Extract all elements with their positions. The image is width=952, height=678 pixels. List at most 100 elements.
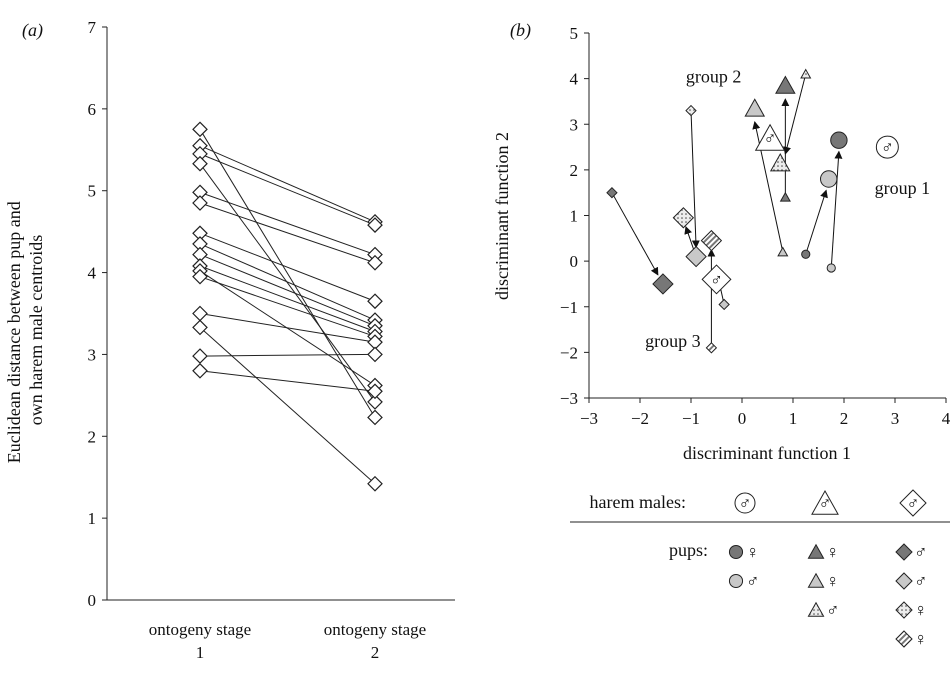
panel-b-y-axis-label: discriminant function 2 — [492, 132, 512, 300]
panel-a-pup-line — [199, 313, 376, 343]
panel-b-harem-male-diamond-centroid: ♂ — [701, 264, 732, 295]
panel-a-stage-2-marker — [367, 383, 383, 400]
panel-b-x-tick-label: 0 — [738, 409, 747, 428]
panel-a-x-labels: ontogeny stage 1 ontogeny stage 2 — [149, 620, 426, 662]
panel-a-stage-2-marker — [367, 346, 383, 363]
legend-pup-circle-light — [728, 573, 744, 589]
panel-b-harem-male-diamond-centroid-male-symbol: ♂ — [710, 270, 723, 289]
panel-b-pup-diamond-striped — [705, 342, 718, 354]
panel-a-y-axis-label-line-1: Euclidean distance between pup and — [4, 201, 24, 463]
panel-b-centroids: ♂ ♂ ♂ — [701, 123, 899, 295]
legend-pup-sex-symbol: ♂ — [746, 571, 760, 591]
panel-b-ticks: −3 −2 −1 0 1 2 3 4 −3 −2 −1 0 1 2 3 4 5 — [560, 24, 951, 428]
panel-a-y-tick-label: 5 — [88, 182, 97, 201]
legend-harem-male-circle: ♂ — [734, 492, 756, 514]
panel-a-y-tick-label: 0 — [88, 591, 97, 610]
panel-b-harem-male-triangle-centroid: ♂ — [754, 123, 786, 151]
panel-a-y-tick-label: 3 — [88, 345, 97, 364]
legend-pup-sex-symbol: ♀ — [914, 629, 928, 649]
panel-b-pup-circle-dark — [801, 249, 811, 259]
panel-b-pup-diamond-light — [685, 245, 707, 268]
legend-pup-sex-symbol: ♂ — [914, 542, 928, 562]
panel-a-y-tick-label: 4 — [88, 264, 97, 283]
panel-a-label: (a) — [22, 20, 43, 41]
panel-a-pup-line — [199, 276, 376, 337]
legend-pup-sex-symbol: ♂ — [826, 600, 840, 620]
panel-b-pup-diamond-striped — [700, 229, 723, 252]
panel-a-y-tick-label: 7 — [88, 18, 97, 37]
panel-b-pup-triangle-light — [744, 98, 766, 117]
panel-b-y-tick-label: −3 — [560, 389, 578, 408]
panel-b-x-tick-label: 1 — [789, 409, 798, 428]
panel-b-harem-male-circle-centroid-outline — [875, 135, 899, 159]
legend-pup-sex-symbol: ♀ — [914, 600, 928, 620]
panel-b-x-tick-label: 3 — [891, 409, 900, 428]
panel-b-group-annotation: group 3 — [645, 331, 701, 351]
panel-b-harem-male-diamond-centroid-outline — [701, 264, 732, 295]
panel-b-x-tick-label: −2 — [631, 409, 649, 428]
panel-b-y-tick-label: 0 — [570, 252, 579, 271]
legend-harem-male-circle-outline — [734, 492, 756, 514]
panel-b-pup-diamond-light — [718, 298, 730, 311]
legend-pups-label: pups: — [669, 540, 708, 560]
panel-a-x-label-line-2: 2 — [371, 643, 380, 662]
panel-b-group-annotation: group 1 — [875, 178, 931, 198]
panel-a-pup-line — [199, 163, 376, 403]
panel-a-stage-2-marker — [367, 475, 383, 492]
panel-b-pup-triangle-light — [777, 246, 789, 257]
panel-b-x-axis-label: discriminant function 1 — [683, 443, 851, 463]
legend-pup-triangle-light — [807, 572, 825, 588]
panel-b-harem-male-circle-centroid-male-symbol: ♂ — [881, 138, 894, 157]
panel-a-pup-line — [199, 254, 376, 327]
panel-b-arrow — [830, 150, 843, 269]
panel-a-pup-line — [199, 153, 376, 226]
panel-b-y-tick-label: −1 — [560, 298, 578, 317]
panel-b-pup-triangle-dark — [775, 75, 796, 94]
panel-b-annotations: group 1 group 2 group 3 — [645, 66, 930, 351]
panel-a-stage-1-marker — [192, 268, 208, 285]
legend-harem-male-triangle: ♂ — [811, 489, 839, 515]
panel-a-y-tick-label: 6 — [88, 100, 97, 119]
legend-harem-male-triangle-male-symbol: ♂ — [819, 494, 832, 513]
panel-b-x-tick-label: 4 — [942, 409, 951, 428]
panel-a-y-axis-label: Euclidean distance between pup and own h… — [4, 197, 46, 463]
panel-a-plot: 0 1 2 3 4 5 6 7 ontogeny stage 1 ontogeny stage 2 — [88, 18, 455, 662]
panel-b-y-tick-label: 3 — [570, 115, 579, 134]
panel-a-stage-1-marker — [192, 348, 208, 364]
legend-pup-triangle-dark — [807, 543, 825, 559]
panel-a-stage-1-marker — [192, 155, 208, 172]
legend-pup-diamond-dark — [895, 543, 913, 561]
panel-a-pup-line — [199, 202, 376, 264]
panel-b-y-tick-label: 4 — [570, 70, 579, 89]
panel-b-arrow — [690, 110, 700, 249]
legend-pup-diamond-striped — [895, 630, 913, 648]
panel-a-x-label-line-1: ontogeny stage — [324, 620, 426, 639]
panel-b-points — [606, 68, 848, 354]
panel-a-stage-1-marker — [192, 305, 208, 322]
panel-a-stage-1-marker — [192, 195, 208, 211]
panel-a-pup-line — [199, 265, 376, 332]
panel-b-pup-triangle-dotted — [769, 153, 791, 172]
panel-b-arrow — [805, 189, 828, 255]
panel-a-y-ticks: 0 1 2 3 4 5 6 7 — [88, 18, 107, 610]
panel-b-pup-circle-light — [826, 263, 836, 273]
panel-b-y-tick-label: 2 — [570, 161, 579, 180]
panel-b-pup-triangle-dark — [779, 191, 791, 202]
panel-b-x-tick-label: −3 — [580, 409, 598, 428]
legend-pup-sex-symbol: ♀ — [826, 542, 840, 562]
panel-a-pup-line — [199, 129, 376, 418]
panel-a-stage-2-marker — [367, 293, 383, 310]
panel-b-arrow — [611, 192, 659, 276]
legend-pup-sex-symbol: ♀ — [746, 542, 760, 562]
legend-harem-male-diamond: ♂ — [899, 489, 927, 517]
legend: harem males: pups: ♂ ♀ ♂ ♂ ♀ ♀ ♂ ♂ ♂ ♂ ♀ ♀ — [570, 489, 950, 649]
panel-b-pup-diamond-dark — [606, 186, 618, 199]
panel-a-lines — [199, 129, 376, 485]
legend-harem-male-diamond-outline — [899, 489, 927, 517]
legend-pup-sex-symbol: ♀ — [826, 571, 840, 591]
panel-a-pup-line — [199, 191, 376, 256]
panel-b-harem-male-circle-centroid: ♂ — [875, 135, 899, 159]
panel-a-x-label-line-1: ontogeny stage — [149, 620, 251, 639]
panel-a-pup-line — [199, 145, 376, 223]
panel-a-stage-2-marker — [367, 217, 383, 233]
